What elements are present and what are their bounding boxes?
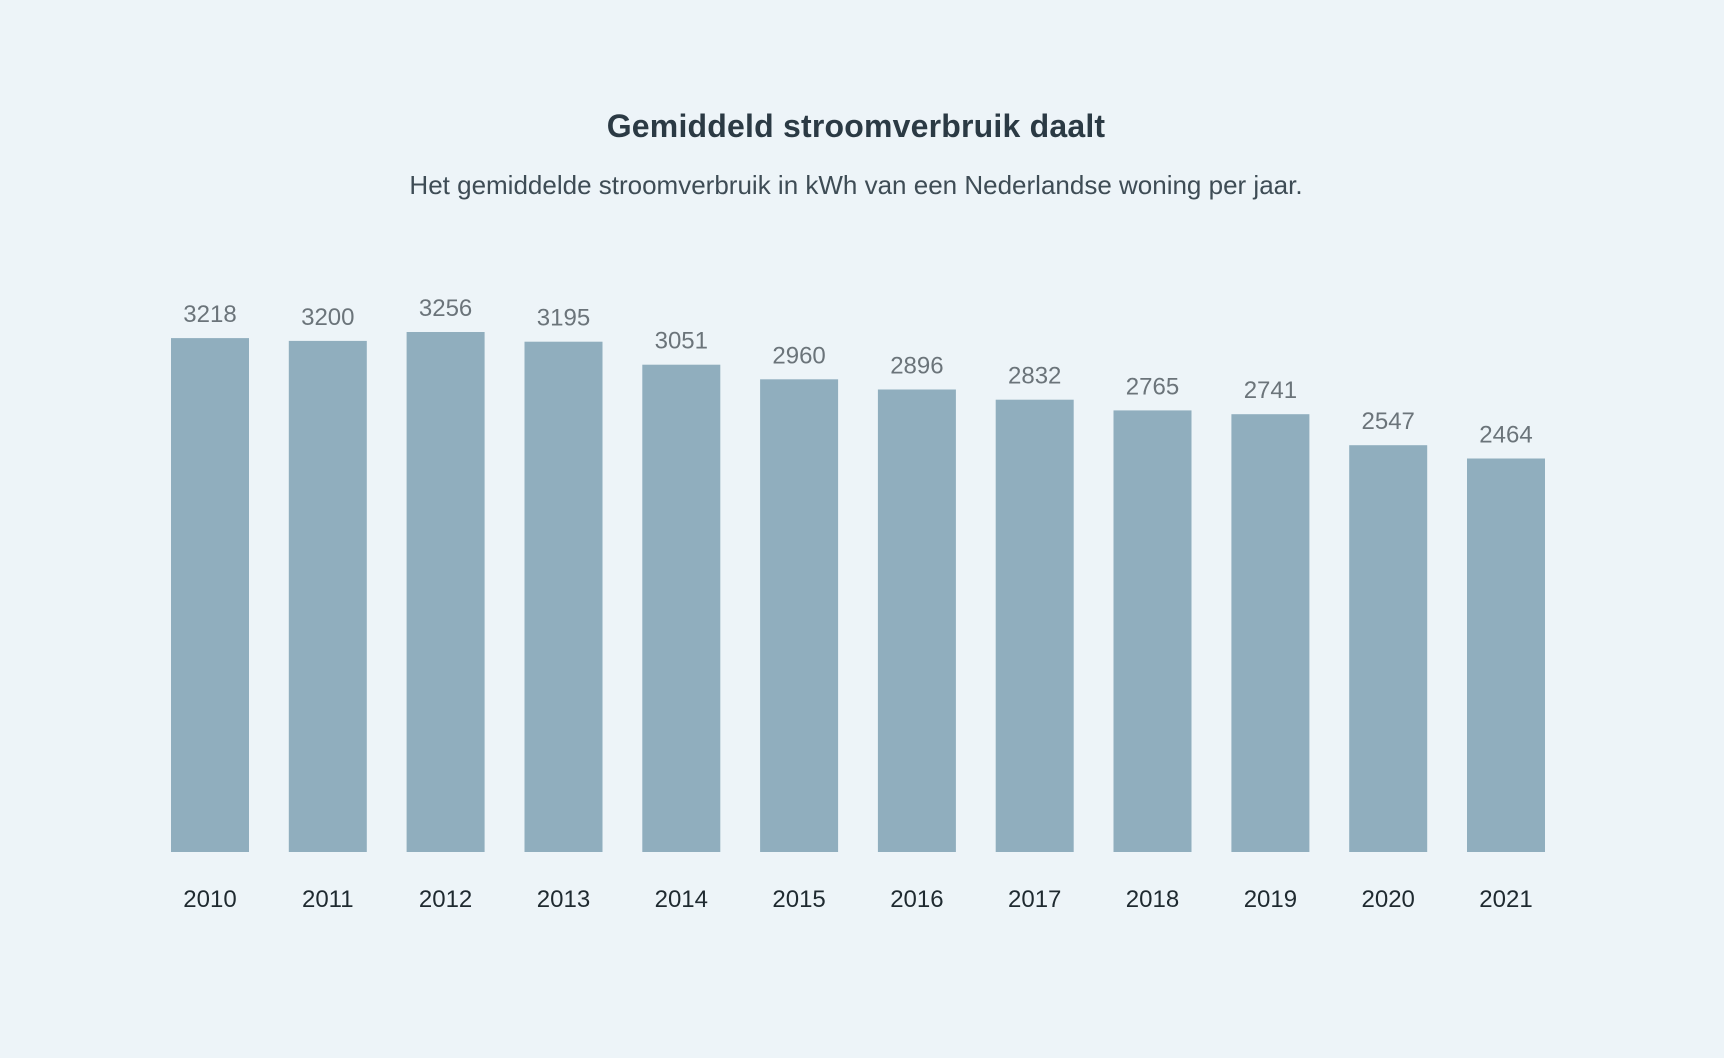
value-label-2017: 2832 [1008,363,1061,390]
value-label-2012: 3256 [419,295,472,322]
x-tick-label-2021: 2021 [1479,886,1532,913]
bar-2021 [1467,458,1545,852]
chart-title: Gemiddeld stroomverbruik daalt [606,108,1106,144]
bar-2010 [171,338,249,853]
bar-2014 [642,364,721,852]
value-label-2013: 3195 [537,305,590,332]
value-label-2011: 3200 [301,304,354,331]
x-tick-label-2010: 2010 [183,886,236,913]
bar-2015 [760,379,839,852]
x-tick-label-2012: 2012 [419,886,472,913]
x-tick-label-2018: 2018 [1126,886,1179,913]
x-tick-label-2020: 2020 [1362,886,1415,913]
bar-2019 [1231,414,1310,852]
bar-2011 [288,340,367,852]
value-label-2010: 3218 [183,301,236,328]
value-label-2015: 2960 [772,342,825,369]
x-tick-label-2014: 2014 [655,886,708,913]
bar-2018 [1113,410,1192,852]
value-label-2020: 2547 [1362,408,1415,435]
value-label-2014: 3051 [655,328,708,355]
x-tick-label-2013: 2013 [537,886,590,913]
bar-2020 [1349,445,1428,852]
value-label-2019: 2741 [1244,377,1297,404]
bar-2017 [995,399,1074,852]
x-tick-label-2017: 2017 [1008,886,1061,913]
x-tick-label-2015: 2015 [772,886,825,913]
value-label-2018: 2765 [1126,373,1179,400]
bar-2013 [524,341,603,852]
value-label-2016: 2896 [890,353,943,380]
value-label-2021: 2464 [1479,422,1532,449]
chart-subtitle: Het gemiddelde stroomverbruik in kWh van… [409,170,1303,200]
x-tick-label-2019: 2019 [1244,886,1297,913]
bar-2016 [877,389,956,852]
x-tick-label-2016: 2016 [890,886,943,913]
bar-2012 [406,332,485,852]
x-tick-label-2011: 2011 [302,886,354,913]
